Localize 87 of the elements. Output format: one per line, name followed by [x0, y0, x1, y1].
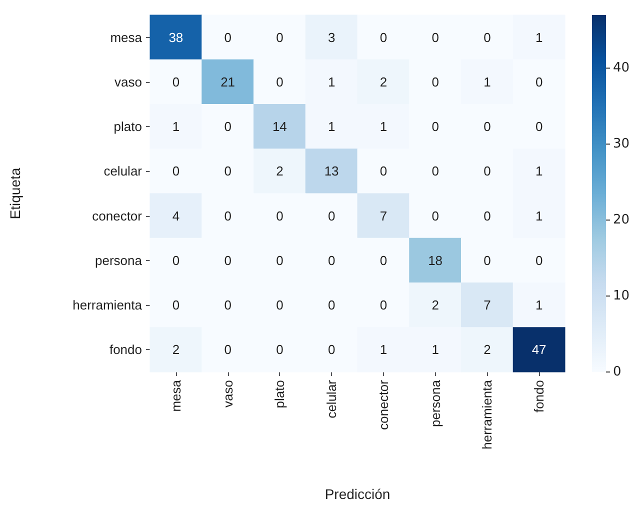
data-label: 0 [380, 252, 388, 268]
data-label: 7 [484, 298, 491, 313]
data-label: 0 [328, 208, 336, 224]
data-label: 0 [328, 252, 336, 268]
data-label: 0 [535, 252, 543, 268]
data-label: 0 [432, 119, 439, 134]
data-label: 0 [224, 164, 232, 179]
data-label: 0 [224, 342, 232, 358]
x-tick-label: mesa [168, 379, 184, 412]
data-label: 18 [428, 252, 443, 268]
data-label: 2 [484, 342, 491, 358]
data-label: 2 [380, 74, 388, 90]
data-label: 1 [380, 119, 388, 134]
data-label: 7 [380, 208, 388, 224]
y-tick-label: fondo [109, 342, 142, 358]
data-label: 38 [168, 30, 184, 45]
data-label: 2 [172, 342, 180, 358]
data-label: 1 [328, 119, 336, 134]
data-label: 0 [224, 30, 232, 45]
data-label: 14 [272, 119, 287, 134]
data-label: 1 [432, 342, 439, 358]
data-label: 1 [172, 119, 180, 134]
data-label: 2 [432, 298, 439, 313]
data-label: 21 [220, 74, 236, 90]
data-label: 0 [380, 298, 388, 313]
data-label: 47 [532, 342, 546, 358]
data-label: 0 [276, 298, 284, 313]
data-label: 0 [224, 252, 232, 268]
data-label: 0 [276, 208, 284, 224]
data-label: 1 [535, 164, 543, 179]
data-label: 0 [380, 30, 388, 45]
data-label: 0 [484, 30, 491, 45]
data-label: 0 [432, 74, 439, 90]
data-label: 1 [535, 30, 543, 45]
color-bar-label: 10 [613, 288, 630, 304]
x-tick-label: plato [272, 380, 288, 408]
data-label: 0 [380, 164, 388, 179]
data-label: 0 [276, 252, 284, 268]
x-tick-label: vaso [220, 380, 236, 408]
data-label: 1 [535, 298, 543, 313]
data-label: 0 [484, 119, 491, 134]
y-tick-label: vaso [114, 74, 142, 90]
y-tick-label: conector [92, 208, 143, 224]
data-label: 0 [172, 74, 180, 90]
data-label: 0 [172, 298, 180, 313]
data-label: 0 [328, 342, 336, 358]
data-label: 0 [432, 30, 439, 45]
x-tick-label: herramienta [480, 379, 495, 450]
x-tick-label: fondo [532, 380, 547, 413]
data-label: 0 [276, 74, 284, 90]
data-label: 13 [324, 164, 339, 179]
color-bar-label: 40 [613, 60, 630, 76]
data-label: 1 [328, 74, 336, 90]
data-label: 0 [432, 208, 439, 224]
y-tick-label: mesa [110, 30, 143, 45]
data-label: 0 [535, 119, 543, 134]
data-label: 4 [172, 208, 180, 224]
data-label: 0 [328, 298, 336, 313]
x-tick-label: conector [376, 379, 391, 430]
y-tick-label: plato [114, 119, 142, 134]
data-label: 1 [484, 74, 491, 90]
x-tick-label: celular [324, 379, 340, 418]
data-label: 1 [535, 208, 543, 224]
data-label: 1 [380, 342, 388, 358]
data-label: 0 [224, 119, 232, 134]
data-label: 0 [535, 74, 543, 90]
x-axis-title: Predicción [324, 486, 390, 502]
color-bar-label: 0 [613, 364, 622, 380]
y-tick-label: persona [95, 252, 143, 268]
data-label: 0 [172, 252, 180, 268]
data-label: 0 [276, 30, 284, 45]
data-label: 0 [484, 252, 491, 268]
data-label: 0 [172, 164, 180, 179]
x-tick-label: persona [428, 379, 443, 427]
data-label: 0 [276, 342, 284, 358]
data-label: 0 [432, 164, 439, 179]
y-axis-title: Etiqueta [7, 168, 23, 220]
color-bar-label: 20 [613, 212, 630, 228]
data-label: 0 [224, 208, 232, 224]
y-tick-label: celular [104, 164, 143, 179]
data-label: 2 [276, 164, 284, 179]
data-label: 0 [224, 298, 232, 313]
data-label: 0 [484, 164, 491, 179]
y-tick-label: herramienta [72, 298, 143, 313]
color-bar-label: 30 [613, 136, 630, 152]
data-label: 0 [484, 208, 491, 224]
data-label: 3 [328, 30, 336, 45]
